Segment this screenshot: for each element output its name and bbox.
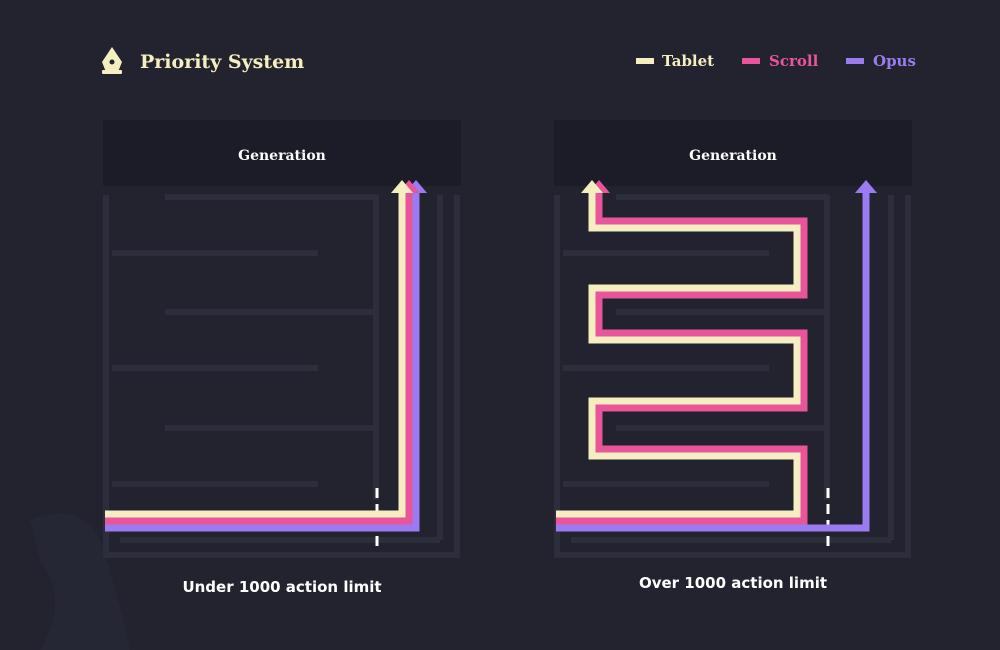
opus-path	[556, 190, 870, 532]
panel-header	[554, 120, 912, 186]
arrow-head	[581, 180, 603, 193]
legend-label: Opus	[873, 52, 916, 70]
title: Priority System	[140, 51, 304, 73]
legend-label: Scroll	[769, 52, 819, 70]
panel-caption: Under 1000 action limit	[182, 578, 381, 596]
panel-heading: Generation	[238, 148, 326, 164]
logo	[102, 47, 122, 74]
arrow-head	[391, 180, 413, 193]
scroll-path	[105, 190, 413, 525]
tablet-path	[556, 190, 801, 518]
legend: Tablet Scroll Opus	[636, 52, 916, 70]
panel: Generation Under 1000 action limit	[103, 120, 461, 596]
scroll-path	[556, 190, 808, 525]
maze	[103, 194, 460, 558]
maze	[554, 194, 911, 558]
legend-swatch	[636, 58, 654, 64]
panel-heading: Generation	[689, 148, 777, 164]
panel: Generation Over 1000 action limit	[554, 120, 912, 592]
panel-caption: Over 1000 action limit	[639, 574, 827, 592]
legend-label: Tablet	[662, 52, 714, 70]
arrow-head	[855, 180, 877, 193]
panel-header	[103, 120, 461, 186]
legend-swatch	[742, 58, 760, 64]
legend-swatch	[846, 58, 864, 64]
decoration	[30, 513, 130, 650]
tablet-path	[105, 190, 406, 518]
opus-path	[105, 190, 420, 532]
